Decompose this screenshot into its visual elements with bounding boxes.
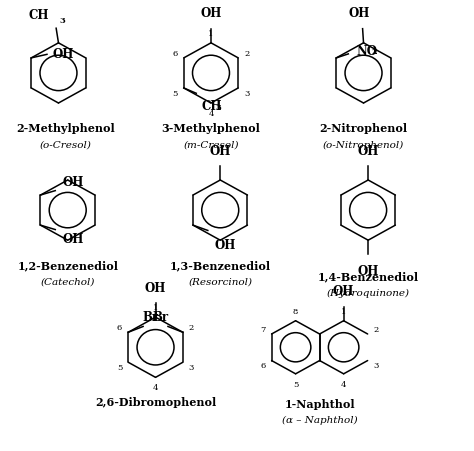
Text: OH: OH bbox=[210, 144, 231, 157]
Text: 4: 4 bbox=[341, 380, 346, 388]
Text: 2-Methylphenol: 2-Methylphenol bbox=[16, 123, 115, 133]
Text: 3: 3 bbox=[374, 362, 379, 369]
Text: 3: 3 bbox=[244, 90, 250, 97]
Text: 7: 7 bbox=[260, 326, 265, 333]
Text: 3-Methylphenol: 3-Methylphenol bbox=[162, 123, 260, 133]
Text: 2: 2 bbox=[374, 326, 379, 333]
Text: 1,3-Benzenediol: 1,3-Benzenediol bbox=[170, 259, 271, 271]
Text: 5: 5 bbox=[293, 380, 298, 388]
Text: 1,4-Benzenediol: 1,4-Benzenediol bbox=[318, 271, 419, 281]
Text: 1,2-Benzenediol: 1,2-Benzenediol bbox=[17, 259, 118, 271]
Text: 1: 1 bbox=[153, 304, 158, 312]
Text: 1: 1 bbox=[208, 30, 214, 38]
Text: (Resorcinol): (Resorcinol) bbox=[188, 277, 252, 286]
Text: 2: 2 bbox=[189, 324, 194, 331]
Text: 4: 4 bbox=[153, 383, 158, 391]
Text: 2: 2 bbox=[245, 50, 250, 58]
Text: NO: NO bbox=[356, 45, 377, 58]
Text: (o-Nitrophenol): (o-Nitrophenol) bbox=[323, 140, 404, 149]
Text: OH: OH bbox=[357, 144, 379, 157]
Text: OH: OH bbox=[145, 281, 166, 294]
Text: (Hydroquinone): (Hydroquinone) bbox=[327, 288, 410, 297]
Text: 1-Naphthol: 1-Naphthol bbox=[284, 398, 355, 409]
Text: 5: 5 bbox=[172, 90, 178, 97]
Text: OH: OH bbox=[62, 176, 83, 189]
Text: OH: OH bbox=[201, 7, 222, 20]
Text: OH: OH bbox=[333, 285, 355, 298]
Text: OH: OH bbox=[357, 264, 379, 277]
Text: OH: OH bbox=[215, 238, 236, 251]
Text: 2,6-Dibromophenol: 2,6-Dibromophenol bbox=[95, 396, 216, 407]
Text: CH: CH bbox=[29, 9, 49, 22]
Text: (o-Cresol): (o-Cresol) bbox=[39, 140, 91, 149]
Text: 8: 8 bbox=[293, 307, 298, 315]
Text: 2: 2 bbox=[372, 48, 377, 55]
Text: (m-Cresol): (m-Cresol) bbox=[183, 140, 239, 149]
Text: 3: 3 bbox=[216, 103, 221, 111]
Text: CH: CH bbox=[202, 99, 222, 112]
Text: 3: 3 bbox=[189, 364, 194, 371]
Text: 1: 1 bbox=[341, 307, 346, 315]
Text: 6: 6 bbox=[117, 324, 122, 331]
Text: 6: 6 bbox=[260, 362, 265, 369]
Text: 5: 5 bbox=[117, 364, 122, 371]
Text: OH: OH bbox=[62, 232, 83, 245]
Text: Br: Br bbox=[152, 310, 168, 323]
Text: OH: OH bbox=[53, 47, 74, 60]
Text: (α – Naphthol): (α – Naphthol) bbox=[282, 415, 357, 424]
Text: 6: 6 bbox=[173, 50, 178, 58]
Text: 2-Nitrophenol: 2-Nitrophenol bbox=[319, 123, 408, 133]
Text: Br: Br bbox=[143, 310, 159, 323]
Text: OH: OH bbox=[348, 7, 370, 20]
Text: 4: 4 bbox=[208, 110, 214, 117]
Text: 3: 3 bbox=[60, 17, 65, 25]
Text: (Catechol): (Catechol) bbox=[40, 277, 95, 286]
